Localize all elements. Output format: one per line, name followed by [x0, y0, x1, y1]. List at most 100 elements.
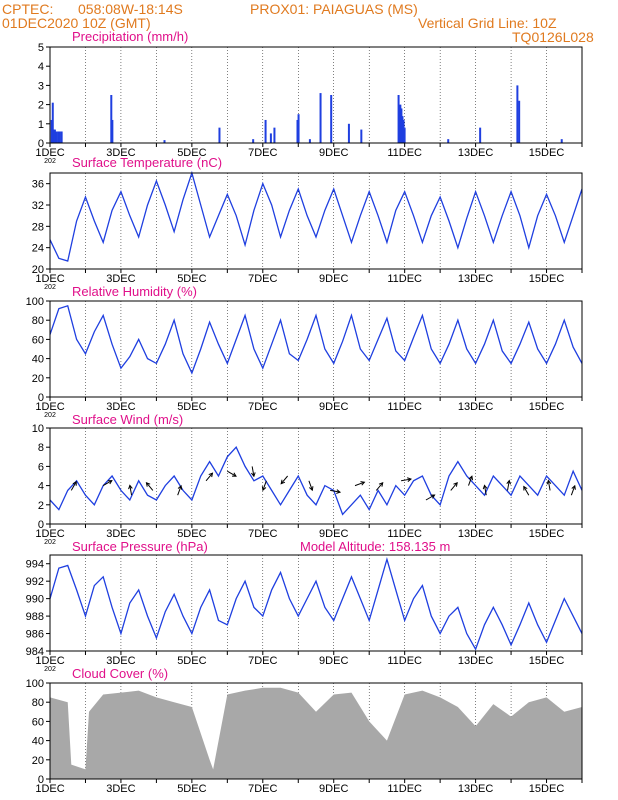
x-tick-label: 13DEC [458, 147, 494, 159]
x-tick-label: 13DEC [458, 273, 494, 285]
y-tick-label: 100 [26, 678, 44, 690]
x-tick-label: 15DEC [529, 783, 565, 795]
wind-arrow [330, 489, 341, 493]
x-tick-label: 15DEC [529, 147, 565, 159]
x-tick-label: 11DEC [387, 273, 422, 285]
panel-6: 0 20 40 60 80 100 1DEC 3DEC 5DEC 7DEC 9DEC 11DEC 13D… [26, 666, 583, 795]
precip-bar [110, 95, 113, 143]
panel-frame [49, 300, 583, 398]
x-tick-label: 15DEC [529, 655, 565, 667]
x-tick-label: 15DEC [529, 528, 565, 540]
wind-arrow [425, 494, 435, 501]
wind-arrow-head [308, 486, 314, 492]
x-tick-label: 9DEC [319, 273, 348, 285]
precip-bar [479, 127, 482, 143]
x-tick-label: 9DEC [319, 528, 348, 540]
y-tick-label: 0 [38, 774, 44, 786]
y-tick-label: 4 [38, 481, 44, 493]
wind-arrow-head [251, 472, 256, 478]
precip-bar [399, 104, 402, 143]
precip-bar [308, 139, 311, 143]
precip-bar [55, 131, 58, 143]
x-year-stub: 202 [44, 158, 56, 165]
x-tick-label: 7DEC [248, 401, 277, 413]
wind-arrow-head [430, 494, 436, 499]
wind-arrow [468, 476, 473, 486]
wind-arrow [547, 480, 551, 491]
panel-frame [49, 554, 583, 652]
y-tick-label: 20 [32, 264, 44, 276]
y-tick-label: 8 [38, 442, 44, 454]
wind-arrow [450, 482, 458, 491]
x-tick-label: 1DEC [35, 147, 64, 159]
panel-title: Cloud Cover (%) [72, 666, 168, 681]
series-line [49, 170, 583, 262]
x-tick-label: 1DEC [35, 528, 64, 540]
precip-bar [330, 95, 333, 143]
header-grid: Vertical Grid Line: 10Z [418, 15, 557, 31]
precip-bar [360, 129, 363, 143]
x-tick-label: 9DEC [319, 783, 348, 795]
wind-arrow [262, 480, 267, 491]
panel-title: Surface Wind (m/s) [72, 412, 183, 427]
header-run: 01DEC2020 10Z (GMT) [2, 15, 151, 31]
precip-bar [560, 139, 563, 143]
wind-arrow [102, 480, 113, 487]
wind-arrow-head [407, 477, 412, 482]
x-tick-label: 9DEC [319, 401, 348, 413]
header-source: CPTEC: [2, 1, 54, 17]
wind-arrow-head [261, 486, 267, 492]
wind-arrow [280, 475, 289, 484]
precip-bar [402, 119, 405, 143]
wind-arrow [354, 481, 365, 487]
wind-arrow-head [128, 484, 133, 490]
panel-frame [49, 46, 583, 144]
y-tick-label: 60 [32, 716, 44, 728]
y-tick-label: 992 [26, 576, 44, 588]
precip-bar [51, 102, 54, 143]
y-tick-label: 2 [38, 500, 44, 512]
precip-bar [269, 133, 272, 143]
wind-arrow [251, 466, 255, 477]
x-tick-label: 3DEC [106, 401, 135, 413]
series-line [49, 446, 583, 516]
y-tick-label: 40 [32, 354, 44, 366]
y-tick-label: 20 [32, 373, 44, 385]
x-year-stub: 202 [44, 666, 56, 673]
y-tick-label: 20 [32, 755, 44, 767]
precip-bar [218, 127, 221, 143]
precip-bar [58, 131, 61, 143]
precip-bar [518, 100, 521, 143]
y-tick-label: 28 [32, 221, 44, 233]
y-tick-label: 990 [26, 594, 44, 606]
x-tick-label: 13DEC [458, 655, 494, 667]
x-tick-label: 7DEC [248, 655, 277, 667]
wind-arrow-head [571, 484, 576, 490]
wind-arrows [70, 466, 576, 501]
x-tick-label: 7DEC [248, 783, 277, 795]
x-tick-label: 11DEC [387, 147, 422, 159]
panel-frame [49, 427, 583, 525]
x-tick-label: 7DEC [248, 147, 277, 159]
panel-frame [49, 682, 583, 780]
wind-arrow-head [468, 475, 474, 481]
x-year-stub: 202 [44, 412, 56, 419]
wind-arrow-head [360, 481, 366, 486]
precip-bar [397, 95, 400, 143]
wind-arrow-head [546, 479, 552, 485]
x-tick-label: 3DEC [106, 655, 135, 667]
x-tick-label: 3DEC [106, 147, 135, 159]
x-year-stub: 202 [44, 284, 56, 291]
x-tick-label: 11DEC [387, 655, 422, 667]
wind-arrow-head [231, 472, 237, 477]
y-tick-label: 994 [26, 559, 44, 571]
panel-title: Precipitation (mm/h) [72, 29, 188, 44]
x-tick-label: 15DEC [529, 401, 565, 413]
wind-arrow-head [453, 481, 458, 487]
wind-arrow [205, 472, 213, 482]
precip-bar [252, 139, 255, 143]
x-tick-label: 7DEC [248, 273, 277, 285]
wind-arrow [375, 482, 384, 491]
precip-bar [296, 119, 299, 143]
